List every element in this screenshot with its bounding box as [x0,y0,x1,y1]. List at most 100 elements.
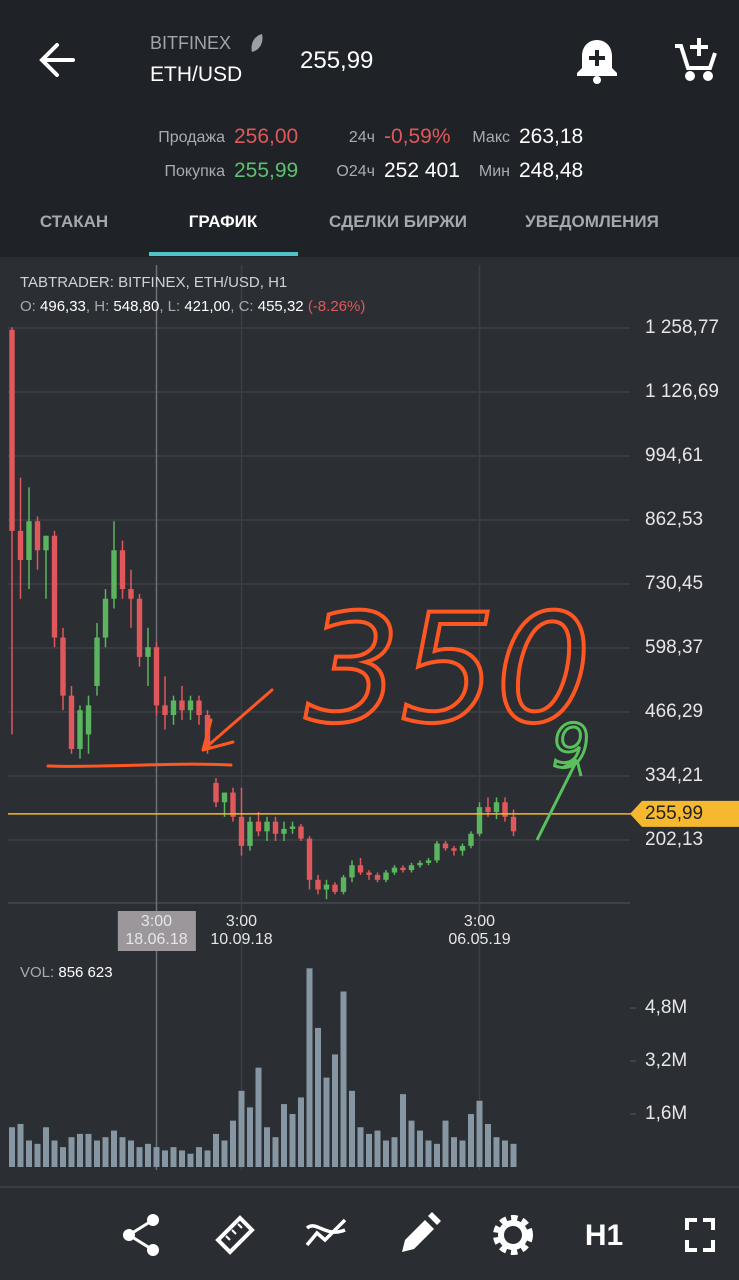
exchange: BITFINEX [150,33,232,53]
candle-body [94,637,100,686]
stat-label: Продажа [158,129,225,146]
volume-bar [170,1147,177,1167]
candle-body [9,329,15,531]
candle-body [298,826,304,839]
volume-bar [289,1114,296,1167]
last-price-tag [630,800,739,827]
ohlc-value: 496,33 [40,298,86,315]
volume-bar [68,1137,75,1167]
y-tick-label: 3,2M [645,1050,687,1071]
volume-bar [272,1137,279,1167]
volume-bar [60,1147,66,1167]
volume-bar [502,1140,508,1167]
scribble [46,688,274,768]
candle-body [162,705,168,716]
candle-body [17,530,24,560]
y-tick-label: 202,13 [645,829,703,850]
candle-body [255,821,262,832]
tab[interactable]: УВЕДОМЛЕНИЯ [525,212,659,231]
share-button[interactable] [123,1214,159,1256]
volume-bar [94,1140,100,1167]
volume-bar [332,1054,338,1167]
volume-bar [485,1123,491,1167]
candle-body [374,874,381,880]
candle-body [60,637,66,696]
ohlc-value: 455,32 [257,298,304,315]
indicators-button[interactable] [305,1218,347,1247]
candle-body [77,710,83,749]
ohlc-label: O: [20,298,36,315]
volume-bar [391,1137,398,1167]
volume-bar [9,1127,15,1167]
exchange-icon [251,34,263,52]
volume-bar [493,1137,500,1167]
candle-body [323,884,330,890]
volume-bar [213,1133,219,1167]
volume-bar [102,1137,109,1167]
candle-body [383,872,389,880]
stat-label: Мин [478,163,510,180]
y-tick-label: 4,8M [645,997,687,1018]
ohlc-value: 421,00 [184,298,231,315]
y-tick-label: 598,37 [645,637,703,658]
volume-bar [281,1104,287,1167]
candle-body [170,700,177,716]
candle-body [502,802,508,817]
stat-value: 263,18 [519,125,584,148]
candle-body [145,647,151,657]
candle-body [366,872,372,875]
stat-label: Покупка [164,163,226,180]
candle-body [357,865,364,873]
ohlc-legend: O: 496,33, H: 548,80, L: 421,00, C: 455,… [20,298,365,315]
candle-body [51,535,58,638]
volume-bar [264,1127,270,1167]
volume-bar [315,1027,321,1167]
stat-value: -0,59% [384,125,451,148]
tab[interactable]: СТАКАН [39,212,109,231]
volume-bar [136,1147,143,1167]
y-tick-label: 334,21 [645,765,703,786]
volume-bar [17,1123,24,1167]
stat-label: Макс [472,129,510,146]
volume-bar [425,1140,432,1167]
timeframe-button[interactable]: H1 [585,1219,623,1252]
volume-bar [230,1120,236,1167]
candle-body [43,535,49,551]
candle-body [459,845,466,851]
settings-button[interactable] [493,1215,533,1255]
tab[interactable]: ГРАФИК [188,212,258,231]
ruler-button[interactable] [215,1215,255,1255]
draw-button[interactable] [402,1212,441,1252]
candle-body [315,879,321,890]
candle-body [213,782,219,803]
alerts-button[interactable] [577,40,617,84]
volume-bar [451,1137,457,1167]
cart-button[interactable] [675,38,717,81]
volume-bar [179,1150,185,1167]
volume-bar [340,991,347,1167]
x-tick-label: 3:00 06.05.19 [448,913,511,948]
stat-value: 255,99 [234,159,299,182]
fullscreen-button[interactable] [685,1218,715,1252]
ohlc-value: 548,80 [113,298,160,315]
candle-body [102,598,109,638]
candle-body [136,598,143,657]
volume-bar [366,1133,372,1167]
volume-bar [408,1120,415,1167]
volume-value: 856 623 [58,964,113,981]
candle-body [196,700,202,716]
tab[interactable]: СДЕЛКИ БИРЖИ [329,212,467,231]
volume-bar [323,1077,330,1167]
volume-bar [238,1090,245,1167]
candle-body [417,862,423,866]
candle-body [111,550,117,599]
candle-body [425,860,432,863]
back-button[interactable] [39,43,75,77]
candle-body [349,865,355,878]
volume-bar [442,1120,449,1167]
candle-body [306,838,313,880]
separator: , [85,298,91,315]
volume-bar [26,1140,32,1167]
candle-body [281,828,287,834]
volume-bar [417,1130,423,1167]
